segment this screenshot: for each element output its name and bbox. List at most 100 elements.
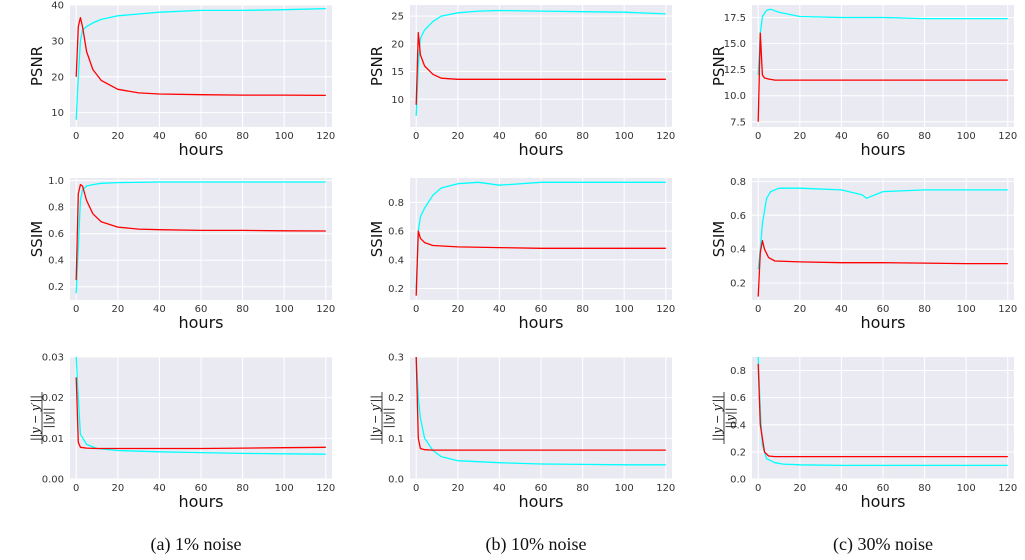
series-group [757,357,1008,467]
x-tick-label: 20 [111,304,124,315]
x-tick-label: 100 [615,304,634,315]
y-label-denominator: ||y|| [382,407,396,428]
x-tick-label: 120 [656,483,675,494]
y-tick-label: 0.6 [730,393,746,404]
series-group [415,181,666,296]
y-tick-label: 0.3 [388,353,404,364]
y-tick-label: 0.6 [388,227,404,238]
x-axis-label: hours [179,313,224,332]
y-tick-label: 0.4 [730,420,746,431]
series-line-cyan [75,181,326,294]
series-line-red [415,230,666,296]
x-tick-label: 100 [615,483,634,494]
x-tick-label: 60 [877,304,890,315]
x-tick-label: 80 [236,131,249,142]
chart-panel-0-1: 0 20 40 60 80 100 120 10 15 20 25 hours PSNR [368,5,675,159]
x-axis-label: hours [861,492,906,511]
series-line-cyan [415,357,666,466]
x-tick-label: 20 [111,483,124,494]
chart-panel-2-2: 0 20 40 60 80 100 120 0.0 0.2 0.4 0.6 0.8 hours ||y −… [711,357,1017,511]
y-tick-label: 40 [51,1,64,12]
series-line-red [75,16,326,97]
x-tick-label: 120 [316,131,335,142]
x-tick-label: 20 [793,304,806,315]
series-group [75,357,326,455]
y-tick-label: 0.0 [388,475,404,486]
x-tick-label: 100 [957,483,976,494]
x-tick-label: 20 [451,131,464,142]
x-tick-label: 80 [236,304,249,315]
x-tick-label: 0 [413,304,419,315]
series-group [415,357,666,466]
series-group [757,8,1008,122]
x-tick-label: 40 [493,483,506,494]
x-tick-label: 20 [793,131,806,142]
x-axis-label: hours [179,492,224,511]
x-tick-label: 60 [535,131,548,142]
x-tick-label: 20 [451,483,464,494]
x-tick-label: 40 [153,131,166,142]
x-tick-label: 0 [755,304,761,315]
series-line-red [75,377,326,450]
x-tick-label: 120 [998,483,1017,494]
y-tick-label: 0.6 [48,229,64,240]
y-tick-label: 0.4 [730,245,746,256]
series-line-cyan [75,7,326,120]
x-tick-label: 40 [835,304,848,315]
y-axis-label: PSNR [710,46,728,86]
y-label-numerator: ||y − y′|| [29,395,43,441]
x-tick-label: 0 [73,483,79,494]
x-tick-label: 40 [493,304,506,315]
series-line-red [757,240,1008,297]
x-tick-label: 40 [835,131,848,142]
y-tick-label: 0.1 [388,434,404,445]
x-tick-label: 120 [998,131,1017,142]
x-tick-label: 60 [535,304,548,315]
x-tick-label: 40 [153,304,166,315]
x-tick-label: 60 [195,131,208,142]
x-tick-label: 100 [275,304,294,315]
y-axis-label: PSNR [28,46,46,86]
series-line-cyan [757,8,1008,75]
y-tick-label: 12.5 [724,65,746,76]
y-axis-label: PSNR [368,46,386,86]
chart-panel-1-1: 0 20 40 60 80 100 120 0.2 0.4 0.6 0.8 hours SSIM [368,178,675,332]
y-tick-label: 0.2 [730,279,746,290]
series-group [75,7,326,120]
x-tick-label: 100 [957,131,976,142]
y-tick-label: 30 [51,36,64,47]
x-tick-label: 60 [535,483,548,494]
series-line-red [757,32,1008,122]
x-axis-label: hours [519,140,564,159]
series-group [75,181,326,294]
x-tick-label: 40 [835,483,848,494]
x-tick-label: 100 [275,483,294,494]
y-axis-label: SSIM [28,221,46,257]
x-tick-label: 80 [918,131,931,142]
y-axis-label: ||y − y′|| ||y|| [29,392,56,444]
x-tick-label: 80 [576,304,589,315]
y-tick-label: 0.8 [730,366,746,377]
series-line-red [757,363,1008,458]
series-line-cyan [757,187,1008,270]
y-tick-label: 10.0 [724,91,746,102]
x-tick-label: 80 [576,131,589,142]
y-tick-label: 0.8 [388,198,404,209]
x-tick-label: 40 [493,131,506,142]
y-tick-label: 15 [391,67,404,78]
figure-captions: (a) 1% noise (b) 10% noise (c) 30% noise [151,534,933,555]
x-tick-label: 80 [236,483,249,494]
y-tick-label: 7.5 [730,117,746,128]
y-tick-label: 17.5 [724,13,746,24]
chart-panel-2-0: 0 20 40 60 80 100 120 0.00 0.01 0.02 0.03 hours ||y … [29,353,335,512]
caption-30-percent-noise: (c) 30% noise [833,534,933,555]
y-tick-label: 25 [391,12,404,23]
x-tick-label: 80 [918,483,931,494]
x-tick-label: 60 [877,131,890,142]
chart-panel-0-0: 0 20 40 60 80 100 120 10 20 30 40 hours PSNR [28,1,335,160]
chart-panel-1-0: 0 20 40 60 80 100 120 0.2 0.4 0.6 0.8 1.0 hours SSIM [28,176,335,332]
y-tick-label: 0.03 [42,353,64,364]
x-tick-label: 0 [755,131,761,142]
